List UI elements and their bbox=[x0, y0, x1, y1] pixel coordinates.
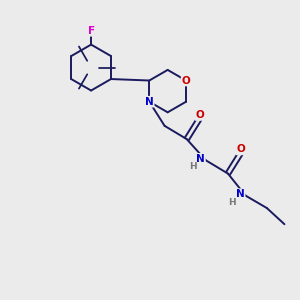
Text: H: H bbox=[189, 162, 196, 171]
Text: F: F bbox=[88, 26, 95, 36]
Text: H: H bbox=[229, 198, 236, 207]
Text: N: N bbox=[196, 154, 205, 164]
Text: O: O bbox=[182, 76, 190, 85]
Text: O: O bbox=[196, 110, 204, 120]
Text: N: N bbox=[236, 189, 245, 199]
Text: N: N bbox=[145, 97, 154, 107]
Text: O: O bbox=[237, 144, 245, 154]
